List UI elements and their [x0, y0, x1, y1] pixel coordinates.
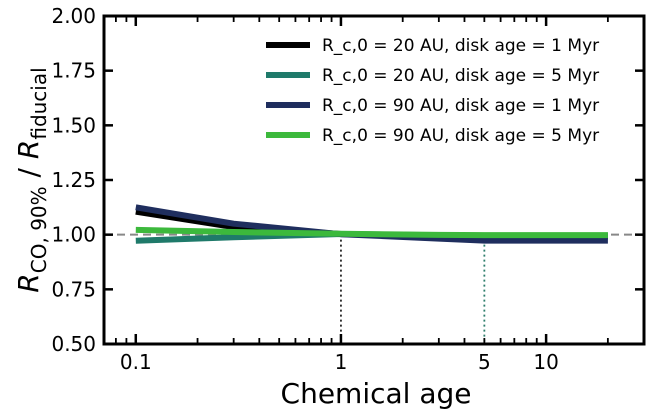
y-tick-label: 1.00 — [51, 223, 96, 247]
y-tick-label: 0.50 — [51, 332, 96, 356]
series-line-3 — [135, 204, 608, 244]
y-tick-label: 1.25 — [51, 168, 96, 192]
axes-layer: 0.50 0.75 1.00 1.25 1.50 1.75 2.00 0.1 1 5 10 — [51, 4, 646, 374]
y-tick-label: 2.00 — [51, 4, 96, 28]
x-tick-label: 10 — [533, 350, 558, 374]
legend: R_c,0 = 20 AU, disk age = 1 Myr R_c,0 = 2… — [266, 36, 599, 146]
legend-label-1: R_c,0 = 20 AU, disk age = 1 Myr — [322, 36, 599, 56]
legend-label-4: R_c,0 = 90 AU, disk age = 5 Myr — [322, 126, 599, 146]
x-axis-title: Chemical age — [281, 377, 472, 410]
y-tick-label: 0.75 — [51, 277, 96, 301]
legend-label-2: R_c,0 = 20 AU, disk age = 5 Myr — [322, 66, 599, 86]
series-line-4 — [135, 226, 608, 239]
y-tick-label: 1.50 — [51, 113, 96, 137]
legend-label-3: R_c,0 = 90 AU, disk age = 1 Myr — [322, 96, 599, 116]
y-axis-title: RCO, 90% / Rfiducial — [12, 67, 51, 292]
x-tick-label: 5 — [478, 350, 491, 374]
x-tick-label: 0.1 — [120, 350, 152, 374]
plot-layer — [104, 204, 644, 344]
y-tick-label: 1.75 — [51, 59, 96, 83]
x-tick-label: 1 — [335, 350, 348, 374]
